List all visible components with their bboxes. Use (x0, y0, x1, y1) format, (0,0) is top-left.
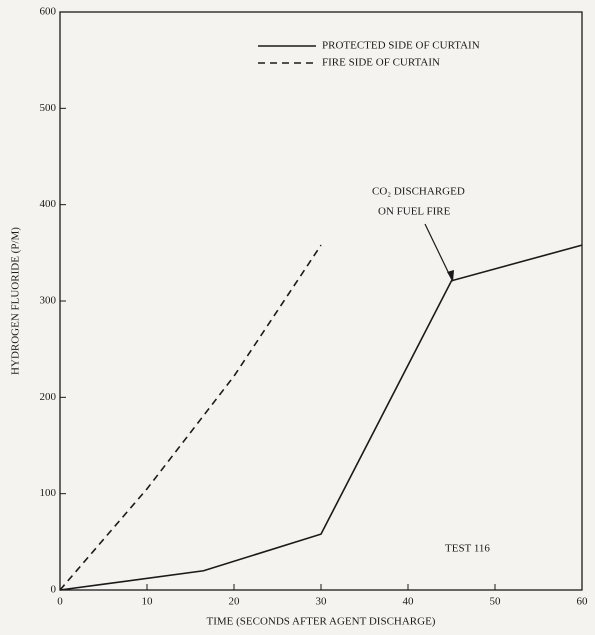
y-tick-label: 500 (40, 102, 57, 114)
data-line (59, 244, 322, 591)
annotation: CO₂ DISCHARGED (372, 186, 465, 198)
x-tick-label: 10 (142, 596, 154, 608)
y-tick-label: 600 (40, 6, 57, 18)
y-axis-label: HYDROGEN FLUORIDE (P/M) (10, 227, 22, 375)
arrow-head (447, 270, 454, 282)
x-axis-label: TIME (SECONDS AFTER AGENT DISCHARGE) (207, 616, 436, 628)
x-tick-label: 50 (490, 596, 502, 608)
x-tick-label: 40 (403, 596, 415, 608)
annotation-arrow (424, 223, 453, 281)
x-tick-label: 60 (577, 596, 589, 608)
annotation: TEST 116 (445, 543, 490, 555)
x-tick-label: 20 (229, 596, 241, 608)
y-tick-label: 300 (40, 295, 57, 307)
legend-label: PROTECTED SIDE OF CURTAIN (322, 40, 480, 52)
y-tick-label: 100 (40, 487, 57, 499)
y-tick-label: 0 (51, 584, 57, 596)
legend-label: FIRE SIDE OF CURTAIN (322, 57, 440, 69)
y-tick-label: 200 (40, 391, 57, 403)
y-tick-label: 400 (40, 198, 57, 210)
x-tick-label: 0 (57, 596, 63, 608)
x-tick-label: 30 (316, 596, 328, 608)
data-line (59, 244, 583, 591)
annotation: ON FUEL FIRE (378, 206, 451, 218)
